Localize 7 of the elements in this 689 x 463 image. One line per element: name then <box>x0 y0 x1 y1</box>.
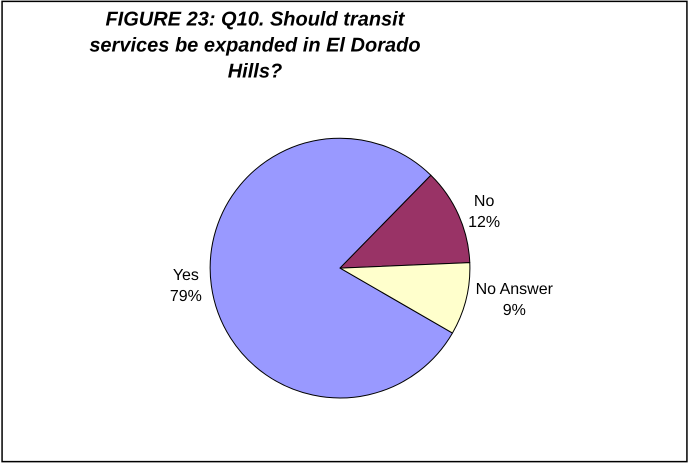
slice-label: Yes <box>172 267 199 284</box>
chart-title: FIGURE 23: Q10. Should transit services be expanded in El Dorado Hills? <box>89 8 421 82</box>
slice-label: No Answer <box>476 281 554 298</box>
slice-label: No <box>474 193 494 210</box>
data-label: 12% <box>468 214 500 232</box>
data-label: 9% <box>502 302 526 320</box>
data-label: 79% <box>170 288 202 305</box>
